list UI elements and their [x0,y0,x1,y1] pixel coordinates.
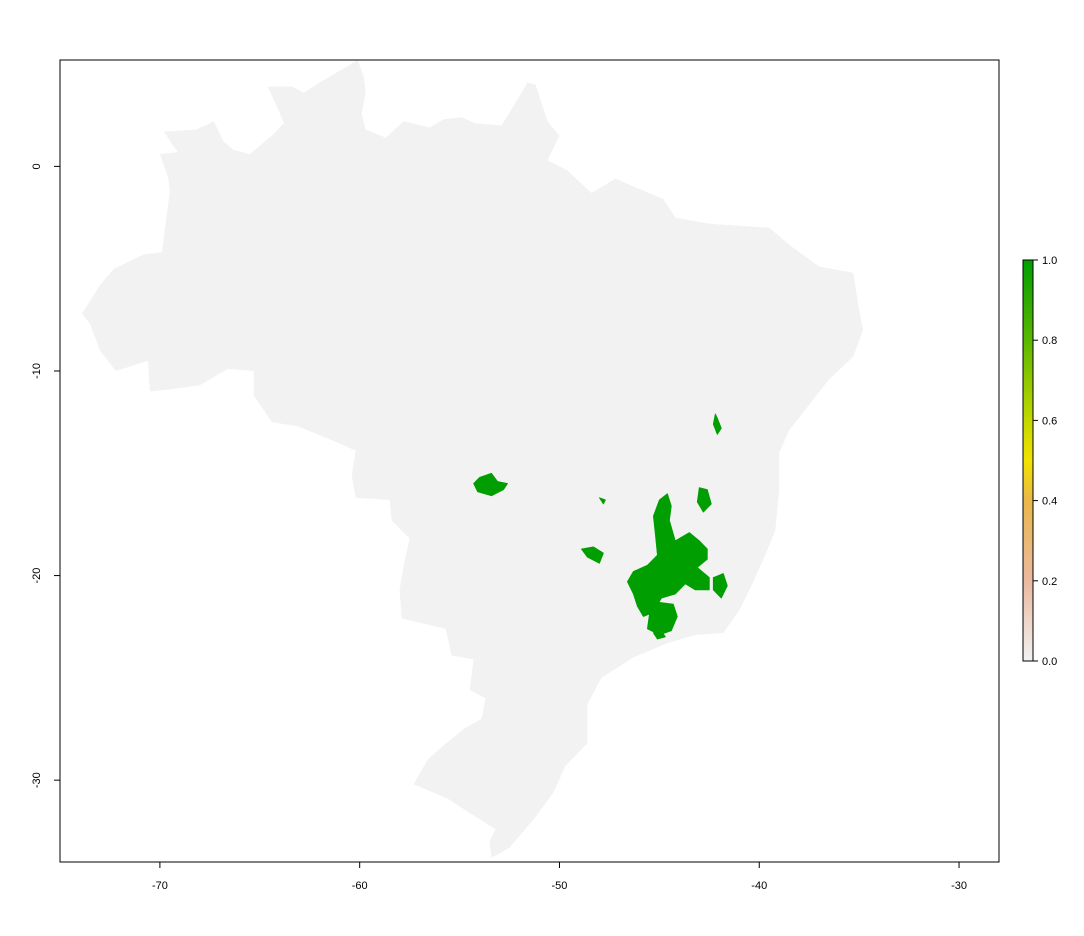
presence-patch [712,573,728,599]
x-tick-label: -70 [152,880,168,892]
x-tick-label: -40 [751,880,767,892]
colorbar-tick-label: 0.0 [1042,656,1057,668]
y-axis: 0 -10 -20 -30 [31,163,60,788]
plot-frame [59,59,1000,863]
x-tick-label: -60 [352,880,368,892]
colorbar-tick-label: 0.8 [1042,335,1057,347]
colorbar-tick-label: 0.6 [1042,415,1057,427]
y-tick-label: -30 [31,772,43,788]
presence-patch [599,497,606,505]
presence-patch [473,472,508,497]
colorbar-legend: 0.0 0.2 0.4 0.6 0.8 1.0 [1022,255,1057,668]
x-tick-label: -30 [951,880,967,892]
colorbar-tick-label: 1.0 [1042,255,1057,267]
presence-layer [473,413,728,640]
y-tick-label: -10 [31,363,43,379]
presence-patch [647,601,678,636]
presence-patch [696,487,712,513]
y-tick-label: -20 [31,568,43,584]
colorbar-gradient [1022,259,1034,662]
land-layer [82,60,864,858]
x-tick-label: -50 [552,880,568,892]
colorbar-tick-label: 0.2 [1042,576,1057,588]
colorbar-tick-label: 0.4 [1042,496,1057,508]
x-axis: -70 -60 -50 -40 -30 [152,862,967,892]
presence-patch [712,413,722,435]
presence-patch [653,630,666,640]
presence-patch [581,546,604,564]
y-tick-label: 0 [31,163,43,169]
presence-patch [627,493,710,617]
land-region [82,60,864,858]
